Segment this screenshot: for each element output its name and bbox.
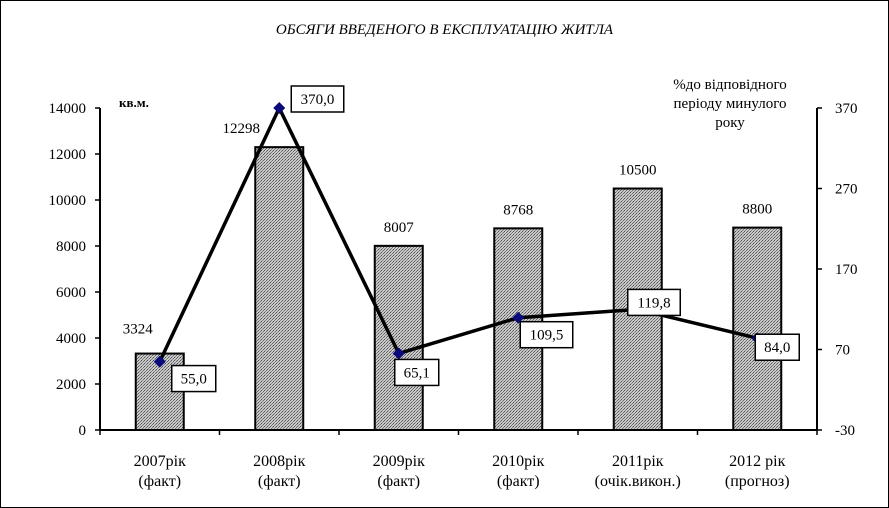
line-value-label: 109,5 (530, 328, 564, 344)
chart-title: ОБСЯГИ ВВЕДЕНОГО В ЕКСПЛУАТАЦІЮ ЖИТЛА (275, 22, 614, 38)
x-category-label: 2007рік (134, 453, 186, 470)
line-label-box (754, 333, 800, 361)
line-label-box (394, 358, 440, 387)
right-axis-label-line-3: року (715, 115, 745, 131)
x-category-label: 2012 рік (729, 453, 785, 470)
bar-value-label: 12298 (223, 121, 261, 137)
left-tick-label: 4000 (56, 331, 86, 347)
right-tick-label: 370 (835, 101, 858, 117)
left-tick-label: 6000 (56, 285, 86, 301)
x-category-label: 2011рік (612, 453, 664, 470)
bar-value-label: 8800 (742, 202, 772, 218)
left-tick-label: 10000 (49, 193, 87, 209)
right-tick-label: 170 (835, 262, 858, 278)
bar (373, 244, 424, 431)
bar (732, 226, 783, 431)
x-category-label: (факт) (258, 473, 301, 490)
line-value-label: 84,0 (764, 340, 790, 356)
line-label-box (171, 364, 217, 393)
x-category-label: (факт) (377, 473, 420, 490)
line-label-box (519, 320, 574, 349)
left-tick-label: 0 (79, 423, 87, 439)
bar-value-label: 10500 (619, 163, 657, 179)
x-category-label: (прогноз) (725, 473, 790, 490)
line-value-label: 55,0 (181, 372, 207, 388)
x-category-label: (факт) (138, 473, 181, 490)
right-axis-label-line-1: %до відповідного (673, 77, 787, 93)
line-point (153, 355, 166, 368)
x-category-label: 2009рік (373, 453, 425, 470)
x-category-label: (факт) (497, 473, 540, 490)
bar-value-label: 8768 (503, 202, 533, 218)
x-category-label: 2010рік (492, 453, 544, 470)
right-axis-label-line-2: періоду минулого (673, 96, 787, 112)
right-axis-label: %до відповідного періоду минулого року (630, 76, 830, 133)
line-value-label: 65,1 (404, 365, 430, 381)
bar-value-label: 3324 (123, 322, 154, 338)
line-value-label: 119,8 (637, 295, 670, 311)
line-point (512, 311, 525, 324)
right-tick-label: -30 (835, 423, 855, 439)
x-category-label: 2008рік (253, 453, 305, 470)
right-tick-label: 70 (835, 343, 850, 359)
bar (254, 146, 305, 431)
line-point (392, 347, 405, 360)
left-tick-label: 8000 (56, 239, 86, 255)
line-value-label: 370,0 (301, 92, 335, 108)
x-category-label: (очік.викон.) (595, 473, 681, 490)
left-axis-unit: кв.м. (119, 95, 149, 110)
line-label-box (290, 85, 345, 113)
left-tick-label: 14000 (49, 101, 87, 117)
bar-value-label: 8007 (384, 220, 415, 236)
line-label-box (627, 288, 681, 317)
right-tick-label: 270 (835, 182, 858, 198)
line-series (158, 106, 758, 363)
left-tick-label: 12000 (49, 147, 87, 163)
left-tick-label: 2000 (56, 377, 86, 393)
line-point (273, 102, 286, 114)
